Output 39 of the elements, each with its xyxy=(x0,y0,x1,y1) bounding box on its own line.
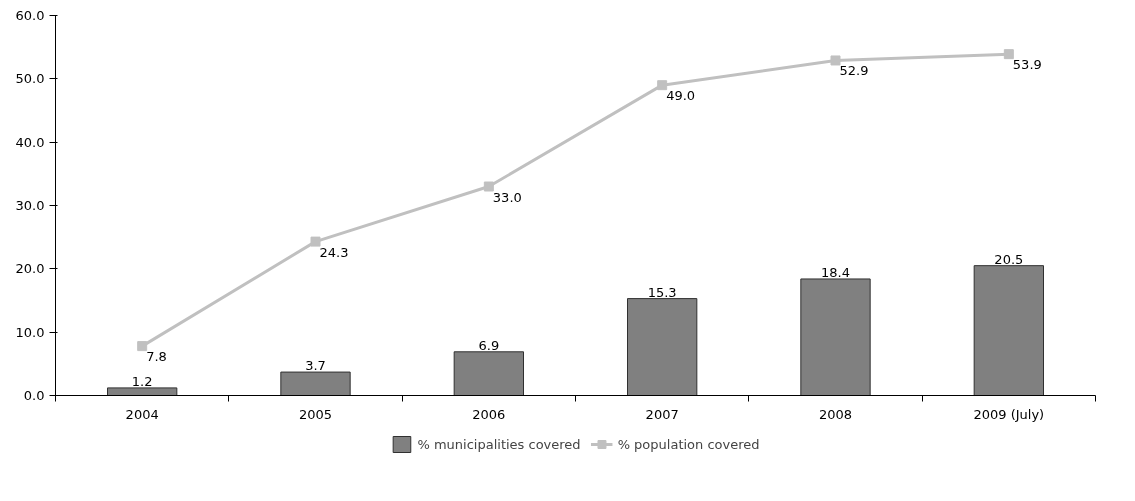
data-label: 18.4 xyxy=(821,264,850,280)
legend-label: % municipalities covered xyxy=(417,436,581,452)
bar xyxy=(973,265,1044,396)
point xyxy=(657,80,668,91)
point xyxy=(1003,49,1014,60)
data-label: 49.0 xyxy=(666,88,696,104)
x-tick-label: 2004 xyxy=(125,406,159,422)
bar xyxy=(627,298,698,396)
data-label: 33.0 xyxy=(492,189,522,205)
legend-label: % population covered xyxy=(617,436,760,452)
x-tick-label: 2005 xyxy=(298,406,333,422)
data-label: 1.2 xyxy=(131,373,153,389)
y-tick-label: 50.0 xyxy=(15,71,45,87)
x-tick-label: 2009 (July) xyxy=(973,406,1045,422)
data-label: 53.9 xyxy=(1012,57,1042,73)
bar xyxy=(800,278,871,396)
y-tick-label: 20.0 xyxy=(15,261,45,277)
data-label: 20.5 xyxy=(994,251,1024,267)
y-tick-label: 0.0 xyxy=(23,388,45,403)
x-tick-label: 2008 xyxy=(818,406,853,422)
data-label: 7.8 xyxy=(146,349,167,365)
x-tick-label: 2006 xyxy=(472,406,506,422)
data-label: 6.9 xyxy=(478,337,500,353)
x-tick-label: 2007 xyxy=(645,406,679,422)
data-label: 52.9 xyxy=(839,63,869,79)
y-tick-label: 60.0 xyxy=(15,8,45,23)
point xyxy=(483,181,494,192)
data-label: 3.7 xyxy=(305,358,326,374)
data-label: 24.3 xyxy=(319,244,349,260)
bar xyxy=(280,371,351,396)
data-label: 15.3 xyxy=(647,284,677,300)
point xyxy=(137,341,148,352)
y-tick-label: 30.0 xyxy=(15,198,45,213)
bar xyxy=(107,387,178,396)
point xyxy=(310,236,321,247)
point xyxy=(830,55,841,66)
y-tick-label: 40.0 xyxy=(15,134,45,150)
bar xyxy=(453,351,524,396)
y-tick-label: 10.0 xyxy=(15,324,45,340)
